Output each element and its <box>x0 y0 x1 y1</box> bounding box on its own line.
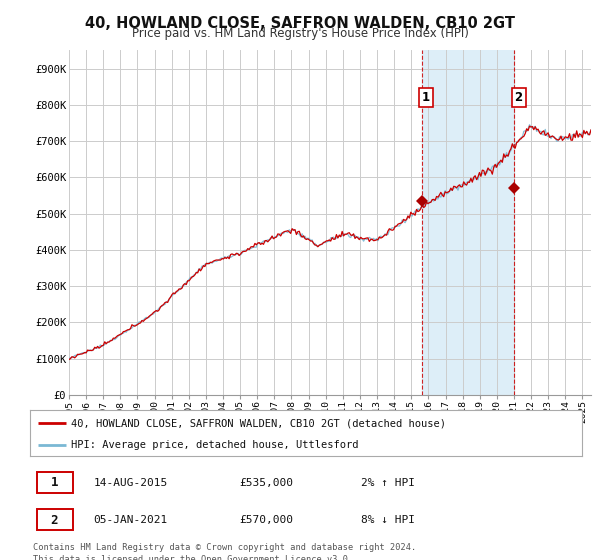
Text: 8% ↓ HPI: 8% ↓ HPI <box>361 515 415 525</box>
Text: 05-JAN-2021: 05-JAN-2021 <box>94 515 168 525</box>
Text: 14-AUG-2015: 14-AUG-2015 <box>94 478 168 488</box>
Text: 40, HOWLAND CLOSE, SAFFRON WALDEN, CB10 2GT (detached house): 40, HOWLAND CLOSE, SAFFRON WALDEN, CB10 … <box>71 418 446 428</box>
FancyBboxPatch shape <box>37 472 73 493</box>
Text: £570,000: £570,000 <box>240 515 294 525</box>
Text: HPI: Average price, detached house, Uttlesford: HPI: Average price, detached house, Uttl… <box>71 440 359 450</box>
Text: £535,000: £535,000 <box>240 478 294 488</box>
Text: 1: 1 <box>50 477 58 489</box>
Text: 1: 1 <box>422 91 430 104</box>
Text: 2: 2 <box>514 91 523 104</box>
Text: 40, HOWLAND CLOSE, SAFFRON WALDEN, CB10 2GT: 40, HOWLAND CLOSE, SAFFRON WALDEN, CB10 … <box>85 16 515 31</box>
Text: 2% ↑ HPI: 2% ↑ HPI <box>361 478 415 488</box>
Text: Contains HM Land Registry data © Crown copyright and database right 2024.
This d: Contains HM Land Registry data © Crown c… <box>33 543 416 560</box>
Text: Price paid vs. HM Land Registry's House Price Index (HPI): Price paid vs. HM Land Registry's House … <box>131 27 469 40</box>
Bar <box>422 50 514 395</box>
Text: 2: 2 <box>50 514 58 526</box>
FancyBboxPatch shape <box>37 509 73 530</box>
